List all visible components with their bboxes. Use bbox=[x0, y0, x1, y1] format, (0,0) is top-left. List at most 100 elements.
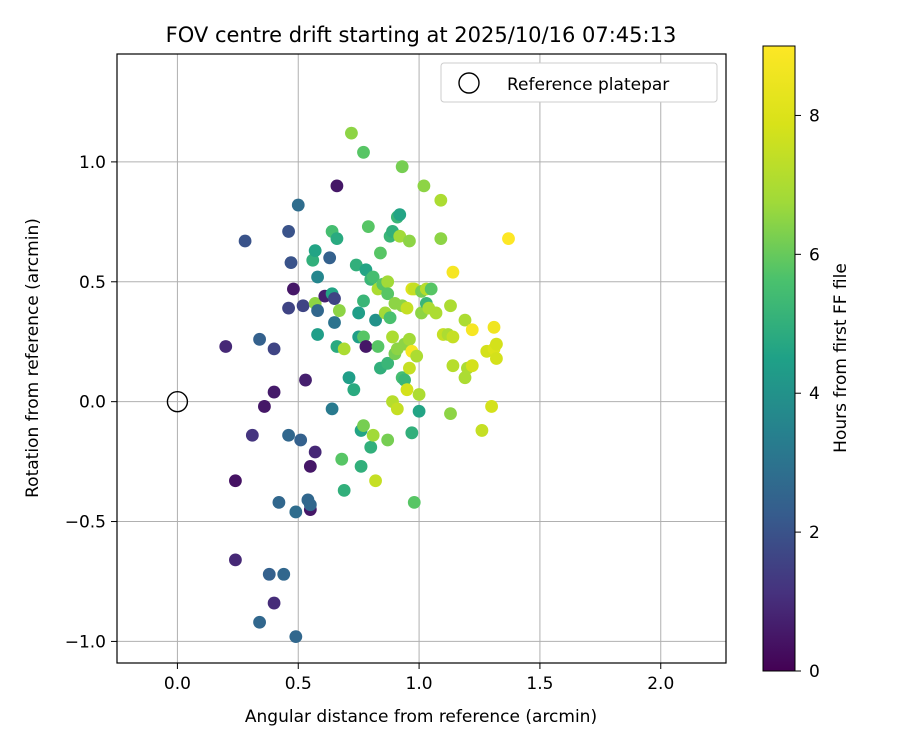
x-tick-label: 0.5 bbox=[285, 674, 312, 694]
data-point bbox=[371, 340, 385, 353]
data-point bbox=[325, 402, 339, 416]
data-point bbox=[412, 388, 426, 401]
data-point bbox=[253, 615, 266, 629]
y-tick-label: −0.5 bbox=[65, 513, 106, 533]
data-point bbox=[383, 311, 397, 325]
data-point bbox=[296, 299, 310, 313]
data-point bbox=[381, 287, 395, 301]
data-point bbox=[434, 193, 448, 207]
colorbar-label: Hours from first FF file bbox=[831, 263, 851, 453]
data-point bbox=[369, 313, 382, 327]
data-point bbox=[490, 337, 503, 351]
data-point bbox=[354, 459, 368, 473]
data-point bbox=[306, 253, 320, 267]
data-point bbox=[366, 270, 380, 284]
data-point bbox=[229, 474, 242, 488]
chart-title: FOV centre drift starting at 2025/10/16 … bbox=[166, 23, 677, 47]
data-point bbox=[303, 498, 317, 512]
data-point bbox=[282, 301, 295, 315]
data-point bbox=[294, 433, 308, 447]
data-point bbox=[267, 385, 281, 399]
legend-marker bbox=[458, 72, 480, 94]
colorbar-tick-label: 4 bbox=[809, 384, 820, 404]
x-tick-label: 1.5 bbox=[526, 674, 553, 694]
data-point bbox=[337, 342, 351, 356]
data-point bbox=[352, 306, 366, 320]
data-point bbox=[446, 265, 460, 279]
data-point bbox=[330, 232, 344, 246]
x-axis-label: Angular distance from reference (arcmin) bbox=[245, 707, 597, 727]
data-point bbox=[364, 440, 378, 454]
data-point bbox=[308, 244, 322, 258]
legend-label: Reference platepar bbox=[507, 75, 669, 95]
data-point bbox=[465, 359, 479, 373]
reference-point-marker bbox=[166, 390, 189, 413]
data-point bbox=[289, 630, 303, 644]
data-point bbox=[311, 270, 324, 284]
data-point bbox=[282, 225, 295, 238]
plot-frame bbox=[116, 53, 727, 664]
data-point bbox=[345, 126, 358, 140]
colorbar-tick-label: 8 bbox=[809, 106, 820, 126]
data-point bbox=[393, 229, 407, 243]
data-point bbox=[398, 373, 411, 387]
x-tick-label: 0.0 bbox=[164, 674, 191, 694]
data-point bbox=[475, 424, 489, 437]
data-point bbox=[400, 301, 414, 315]
data-point bbox=[400, 383, 414, 397]
data-point bbox=[458, 313, 472, 327]
data-point bbox=[446, 359, 460, 373]
data-point bbox=[412, 404, 426, 418]
data-point bbox=[311, 304, 324, 317]
data-point bbox=[465, 323, 479, 337]
data-point bbox=[337, 483, 351, 497]
legend: Reference platepar bbox=[440, 62, 718, 103]
data-point bbox=[328, 292, 341, 305]
data-point bbox=[403, 234, 416, 248]
data-point bbox=[403, 332, 416, 346]
data-point bbox=[374, 246, 387, 260]
data-point bbox=[381, 275, 395, 289]
y-tick-label: 0.5 bbox=[79, 273, 106, 293]
y-tick-label: −1.0 bbox=[65, 632, 106, 652]
data-point bbox=[349, 258, 363, 272]
data-point bbox=[342, 371, 356, 385]
data-point bbox=[407, 495, 421, 509]
data-point bbox=[253, 332, 266, 346]
data-point bbox=[395, 160, 409, 174]
data-point bbox=[332, 304, 346, 317]
data-point bbox=[405, 426, 419, 440]
data-point bbox=[487, 320, 501, 334]
data-point bbox=[429, 306, 443, 320]
data-point bbox=[410, 349, 424, 363]
data-point bbox=[386, 330, 399, 344]
data-point bbox=[403, 361, 416, 375]
data-point bbox=[446, 330, 460, 344]
data-point bbox=[485, 400, 498, 413]
data-point bbox=[357, 330, 370, 344]
data-point bbox=[328, 316, 341, 329]
axes: 0.0 0.5 1.0 1.5 2.0 −1.0 −0.5 0.0 0.5 1.0 bbox=[65, 153, 675, 694]
data-point bbox=[287, 282, 300, 296]
data-point bbox=[381, 433, 395, 447]
colorbar-ticks: 0 2 4 6 8 bbox=[795, 106, 820, 682]
y-tick-label: 0.0 bbox=[79, 393, 106, 413]
data-point bbox=[291, 198, 305, 212]
data-point bbox=[258, 400, 271, 413]
data-point bbox=[366, 428, 380, 442]
data-point bbox=[490, 352, 503, 365]
data-point bbox=[323, 251, 337, 265]
reference-layer bbox=[166, 390, 189, 413]
data-point bbox=[502, 232, 515, 246]
x-tick-label: 1.0 bbox=[406, 674, 433, 694]
data-point bbox=[390, 402, 404, 416]
data-point bbox=[369, 474, 382, 488]
data-point bbox=[444, 299, 457, 313]
data-point bbox=[219, 340, 233, 353]
data-point bbox=[393, 208, 407, 222]
data-point bbox=[361, 220, 375, 234]
y-tick-label: 1.0 bbox=[79, 153, 106, 173]
y-axis-label: Rotation from reference (arcmin) bbox=[23, 218, 43, 498]
data-point bbox=[299, 373, 312, 387]
